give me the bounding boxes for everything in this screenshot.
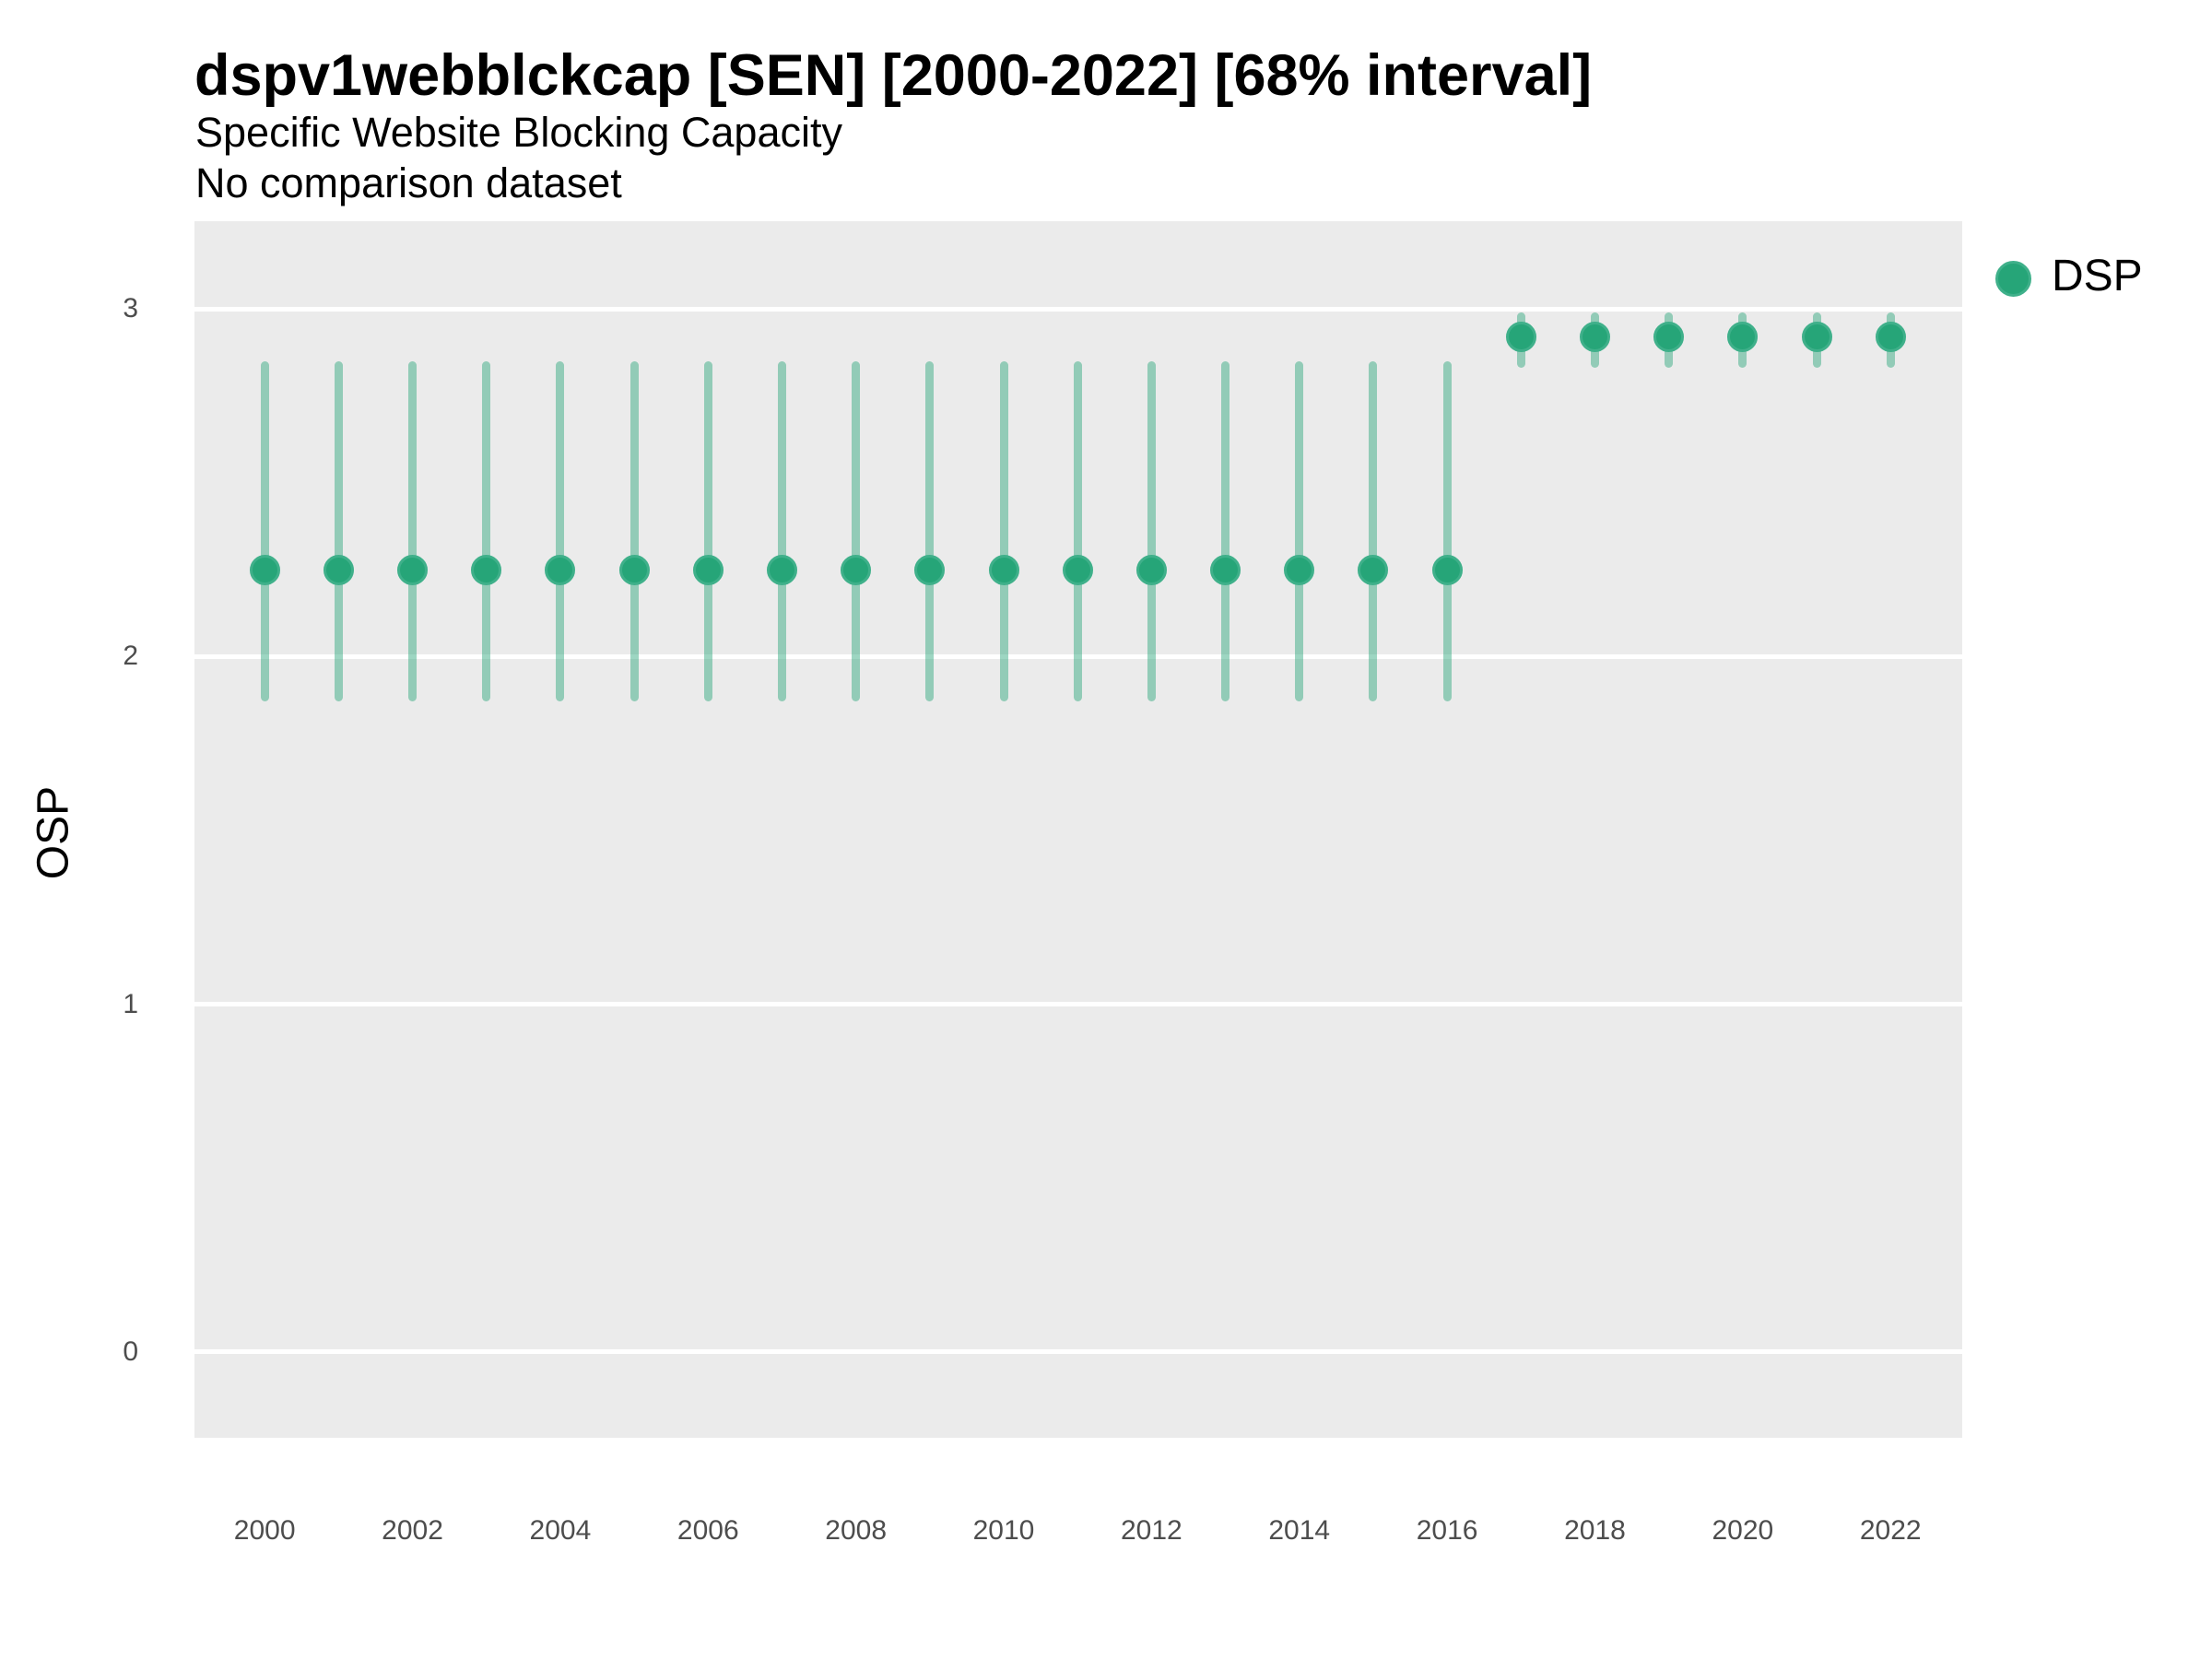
data-point-2009 — [914, 554, 946, 585]
y-tick-label-3: 3 — [123, 293, 138, 324]
interval-68-2008 — [852, 360, 861, 702]
data-point-2017 — [1505, 321, 1536, 352]
x-tick-label-2022: 2022 — [1859, 1515, 1922, 1546]
interval-68-2014 — [1295, 360, 1304, 702]
legend: DSP — [1991, 254, 2203, 299]
data-point-2000 — [249, 554, 280, 585]
data-point-2020 — [1727, 321, 1759, 352]
data-point-2016 — [1431, 554, 1463, 585]
data-point-2002 — [397, 554, 429, 585]
data-point-2019 — [1653, 321, 1685, 352]
gridline-y-1 — [194, 1002, 1962, 1007]
x-tick-label-2004: 2004 — [529, 1515, 592, 1546]
interval-68-2009 — [925, 360, 935, 702]
x-tick-label-2008: 2008 — [825, 1515, 888, 1546]
legend-point-icon — [1995, 261, 2031, 297]
x-tick-label-2016: 2016 — [1416, 1515, 1478, 1546]
gridline-y-0 — [194, 1349, 1962, 1355]
comparison-note: No comparison dataset — [195, 159, 622, 206]
data-point-2008 — [841, 554, 872, 585]
interval-68-2002 — [408, 360, 418, 702]
data-point-2007 — [766, 554, 797, 585]
data-point-2015 — [1358, 554, 1389, 585]
chart-subtitle: Specific Website Blocking Capacity — [195, 109, 842, 156]
x-tick-label-2012: 2012 — [1121, 1515, 1182, 1546]
gridline-y-3 — [194, 306, 1962, 312]
y-tick-label-0: 0 — [123, 1335, 138, 1367]
chart-title: dspv1webblckcap [SEN] [2000-2022] [68% i… — [194, 43, 1593, 108]
data-point-2003 — [471, 554, 502, 585]
data-point-2011 — [1062, 554, 1093, 585]
interval-68-2012 — [1147, 360, 1156, 702]
interval-68-2004 — [556, 360, 565, 702]
gridline-y-2 — [194, 653, 1962, 659]
interval-68-2010 — [999, 360, 1008, 702]
legend-label: DSP — [2052, 252, 2143, 300]
interval-68-2011 — [1073, 360, 1082, 702]
data-point-2004 — [545, 554, 576, 585]
data-point-2013 — [1210, 554, 1241, 585]
data-point-2012 — [1135, 554, 1167, 585]
y-tick-label-1: 1 — [123, 988, 138, 1019]
interval-68-2007 — [777, 360, 786, 702]
interval-68-2003 — [482, 360, 491, 702]
data-point-2014 — [1284, 554, 1315, 585]
y-tick-label-2: 2 — [123, 641, 138, 672]
data-point-2018 — [1579, 321, 1610, 352]
data-point-2010 — [988, 554, 1019, 585]
interval-68-2000 — [260, 360, 269, 702]
x-tick-label-2010: 2010 — [972, 1515, 1035, 1546]
interval-68-2016 — [1442, 360, 1452, 702]
interval-68-2006 — [703, 360, 712, 702]
data-point-2022 — [1875, 321, 1906, 352]
data-point-2005 — [618, 554, 650, 585]
interval-68-2001 — [334, 360, 343, 702]
interval-68-2015 — [1369, 360, 1378, 702]
data-point-2006 — [692, 554, 724, 585]
data-point-2001 — [323, 554, 354, 585]
plot-panel — [194, 221, 1962, 1438]
x-tick-label-2006: 2006 — [677, 1515, 739, 1546]
interval-68-2005 — [629, 360, 639, 702]
x-tick-label-2020: 2020 — [1712, 1515, 1774, 1546]
interval-68-2013 — [1221, 360, 1230, 702]
x-tick-label-2002: 2002 — [382, 1515, 443, 1546]
x-tick-label-2014: 2014 — [1268, 1515, 1331, 1546]
x-tick-label-2018: 2018 — [1564, 1515, 1626, 1546]
y-axis-title: OSP — [29, 785, 78, 880]
data-point-2021 — [1801, 321, 1832, 352]
x-tick-label-2000: 2000 — [233, 1515, 296, 1546]
